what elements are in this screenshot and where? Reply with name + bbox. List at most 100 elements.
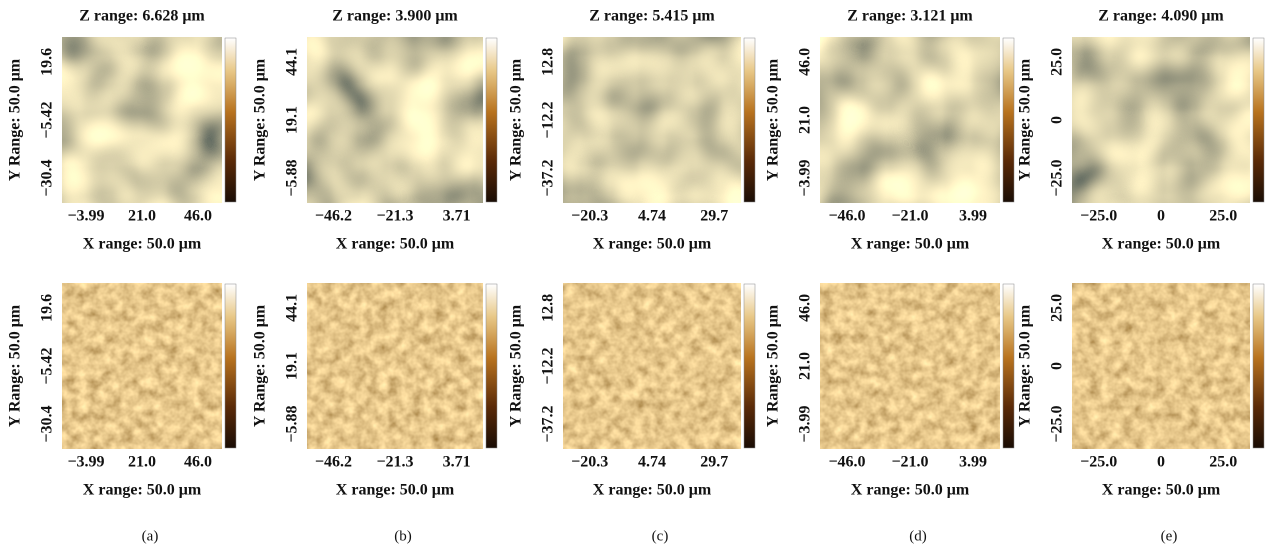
- x-tick-label: 0: [1157, 454, 1165, 471]
- y-range-label: Y Range: 50.0 μm: [508, 58, 525, 181]
- y-tick-label: 44.1: [284, 294, 301, 322]
- x-range-label: X range: 50.0 μm: [593, 482, 712, 499]
- x-tick-label: −46.2: [315, 454, 352, 471]
- panel-caption: (c): [652, 528, 669, 544]
- afm-image: [62, 37, 222, 203]
- x-tick-label: 3.71: [443, 208, 471, 225]
- x-range-label: X range: 50.0 μm: [83, 482, 202, 499]
- x-tick-label: 3.99: [959, 208, 987, 225]
- afm-image: [820, 37, 1000, 203]
- colorbar: [486, 284, 497, 448]
- y-range-label: Y Range: 50.0 μm: [765, 304, 782, 427]
- y-range-label: Y Range: 50.0 μm: [252, 304, 269, 427]
- y-tick-label: 12.8: [540, 48, 557, 76]
- y-tick-label: 25.0: [1049, 48, 1066, 76]
- afm-image: [307, 283, 483, 449]
- x-range-label: X range: 50.0 μm: [851, 482, 970, 499]
- x-tick-label: 4.74: [638, 454, 666, 471]
- x-tick-label: 46.0: [184, 208, 212, 225]
- x-tick-label: −20.3: [571, 454, 608, 471]
- x-range-label: X range: 50.0 μm: [336, 236, 455, 253]
- y-tick-label: 12.8: [540, 294, 557, 322]
- y-range-label: Y Range: 50.0 μm: [765, 58, 782, 181]
- y-range-label: Y Range: 50.0 μm: [7, 304, 24, 427]
- z-range-label: Z range: 3.121 μm: [847, 8, 973, 25]
- x-tick-label: −21.0: [891, 454, 928, 471]
- y-tick-label: −12.2: [540, 101, 557, 138]
- y-range-label: Y Range: 50.0 μm: [1017, 58, 1034, 181]
- colorbar: [1253, 284, 1264, 448]
- figure: Z range: 6.628 μm Y Range: 50.0 μm −30.4 −5…: [0, 0, 1286, 552]
- x-range-label: X range: 50.0 μm: [1102, 236, 1221, 253]
- x-tick-label: 29.7: [700, 208, 728, 225]
- x-range-label: X range: 50.0 μm: [851, 236, 970, 253]
- x-tick-label: −25.0: [1080, 208, 1117, 225]
- x-tick-label: 29.7: [700, 454, 728, 471]
- x-range-label: X range: 50.0 μm: [1102, 482, 1221, 499]
- afm-image: [307, 37, 483, 203]
- y-tick-label: −25.0: [1049, 406, 1066, 443]
- colorbar: [1003, 38, 1014, 202]
- y-range-label: Y Range: 50.0 μm: [508, 304, 525, 427]
- y-tick-label: 21.0: [797, 352, 814, 380]
- afm-image: [563, 283, 741, 449]
- colorbar: [744, 284, 755, 448]
- y-tick-label: −5.42: [39, 101, 56, 138]
- x-tick-label: −20.3: [571, 208, 608, 225]
- x-tick-label: 21.0: [128, 208, 156, 225]
- y-tick-label: −3.99: [797, 160, 814, 197]
- afm-image: [820, 283, 1000, 449]
- y-tick-label: 44.1: [284, 48, 301, 76]
- x-tick-label: 0: [1157, 208, 1165, 225]
- panel-caption: (d): [909, 528, 927, 544]
- x-tick-label: 4.74: [638, 208, 666, 225]
- y-tick-label: 21.0: [797, 106, 814, 134]
- y-tick-label: 46.0: [797, 48, 814, 76]
- y-tick-label: 19.6: [39, 294, 56, 322]
- x-tick-label: 21.0: [128, 454, 156, 471]
- x-range-label: X range: 50.0 μm: [83, 236, 202, 253]
- z-range-label: Z range: 6.628 μm: [79, 8, 205, 25]
- y-tick-label: 19.6: [39, 48, 56, 76]
- y-tick-label: 19.1: [284, 106, 301, 134]
- x-tick-label: −25.0: [1080, 454, 1117, 471]
- y-tick-label: −30.4: [39, 406, 56, 443]
- x-tick-label: 46.0: [184, 454, 212, 471]
- colorbar: [486, 38, 497, 202]
- x-tick-label: −46.0: [828, 454, 865, 471]
- y-range-label: Y Range: 50.0 μm: [1017, 304, 1034, 427]
- x-range-label: X range: 50.0 μm: [593, 236, 712, 253]
- y-tick-label: −30.4: [39, 160, 56, 197]
- colorbar: [1003, 284, 1014, 448]
- y-tick-label: −37.2: [540, 406, 557, 443]
- colorbar: [225, 38, 236, 202]
- panel-caption: (a): [142, 528, 159, 544]
- x-tick-label: 25.0: [1209, 208, 1237, 225]
- x-tick-label: 3.71: [443, 454, 471, 471]
- afm-image: [1072, 37, 1250, 203]
- y-tick-label: −5.88: [284, 406, 301, 443]
- y-tick-label: 19.1: [284, 352, 301, 380]
- y-tick-label: 0: [1049, 116, 1066, 124]
- colorbar: [1253, 38, 1264, 202]
- x-tick-label: −46.0: [828, 208, 865, 225]
- z-range-label: Z range: 3.900 μm: [332, 8, 458, 25]
- z-range-label: Z range: 5.415 μm: [589, 8, 715, 25]
- y-tick-label: 0: [1049, 362, 1066, 370]
- x-range-label: X range: 50.0 μm: [336, 482, 455, 499]
- x-tick-label: 25.0: [1209, 454, 1237, 471]
- afm-image: [1072, 283, 1250, 449]
- x-tick-label: −3.99: [67, 454, 104, 471]
- afm-image: [62, 283, 222, 449]
- y-range-label: Y Range: 50.0 μm: [252, 58, 269, 181]
- z-range-label: Z range: 4.090 μm: [1098, 8, 1224, 25]
- y-tick-label: 46.0: [797, 294, 814, 322]
- y-tick-label: −12.2: [540, 347, 557, 384]
- x-tick-label: −46.2: [315, 208, 352, 225]
- afm-image: [563, 37, 741, 203]
- x-tick-label: −21.3: [376, 454, 413, 471]
- y-tick-label: −5.42: [39, 347, 56, 384]
- y-tick-label: −37.2: [540, 160, 557, 197]
- y-tick-label: 25.0: [1049, 294, 1066, 322]
- colorbar: [225, 284, 236, 448]
